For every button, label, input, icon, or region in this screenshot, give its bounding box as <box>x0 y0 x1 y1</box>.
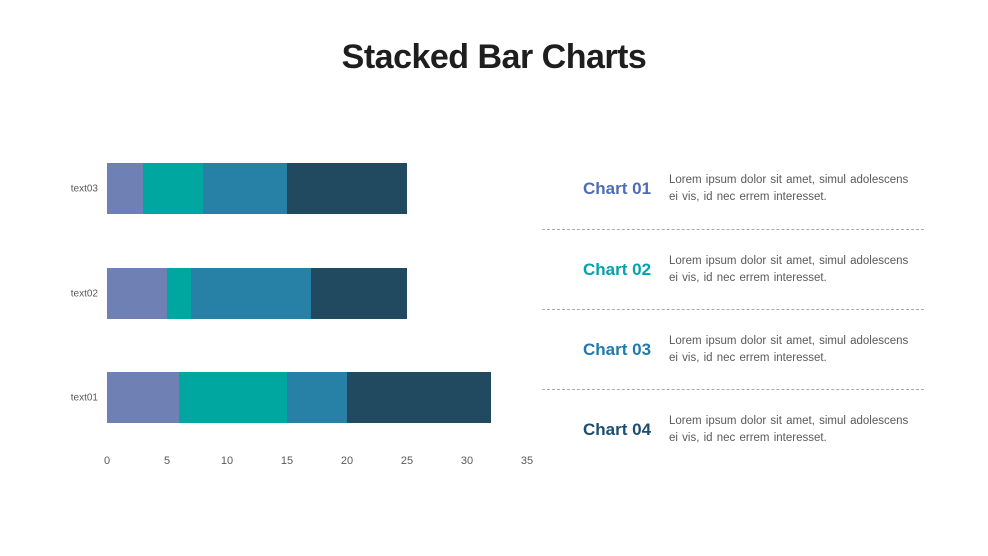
category-label-text02: text02 <box>70 288 98 299</box>
x-axis-tick-5: 5 <box>163 455 171 467</box>
bar-segment-text01-chart-03 <box>287 372 347 423</box>
bar-segments-text01 <box>107 372 491 423</box>
slide-title: Stacked Bar Charts <box>341 38 647 76</box>
x-axis-tick-25: 25 <box>400 455 414 467</box>
bar-segment-text02-chart-03 <box>191 268 311 319</box>
stacked-bar-chart: text01 text02 text03 0 5 10 15 20 25 30 35 <box>60 150 550 485</box>
legend-item-4: Chart 04 Lorem ipsum dolor sit amet, simu… <box>542 389 924 469</box>
legend-item-title-2: Chart 02 <box>583 259 652 279</box>
bar-segment-text03-chart-03 <box>203 163 287 214</box>
bar-row-text01: text01 <box>60 372 550 423</box>
bar-segment-text03-chart-02 <box>143 163 203 214</box>
legend-item-description-4: Lorem ipsum dolor sit amet, simul adoles… <box>669 414 909 444</box>
bar-row-text03: text03 <box>60 163 550 214</box>
x-axis-tick-20: 20 <box>340 455 354 467</box>
category-label-text03: text03 <box>70 183 98 194</box>
bar-segment-text01-chart-01 <box>107 372 179 423</box>
legend-item-3: Chart 03 Lorem ipsum dolor sit amet, simu… <box>542 309 924 389</box>
bar-segment-text03-chart-01 <box>107 163 143 214</box>
bar-row-text02: text02 <box>60 268 550 319</box>
legend-item-description-1: Lorem ipsum dolor sit amet, simul adoles… <box>669 174 909 203</box>
x-axis-tick-0: 0 <box>103 455 111 467</box>
bar-segments-text03 <box>107 163 407 214</box>
x-axis-tick-35: 35 <box>520 455 534 467</box>
bar-segment-text01-chart-02 <box>179 372 287 423</box>
legend-panel: Chart 01 Lorem ipsum dolor sit amet, simu… <box>542 149 924 469</box>
legend-item-description-3: Lorem ipsum dolor sit amet, simul adoles… <box>669 334 909 364</box>
bar-segment-text02-chart-01 <box>107 268 167 319</box>
bar-segment-text01-chart-04 <box>347 372 491 423</box>
legend-item-description-2: Lorem ipsum dolor sit amet, simul adoles… <box>669 254 909 284</box>
bar-segments-text02 <box>107 268 407 319</box>
bar-segment-text03-chart-04 <box>287 163 407 214</box>
legend-item-title-1: Chart 01 <box>583 179 652 198</box>
legend-item-title-4: Chart 04 <box>583 419 652 439</box>
legend-item-2: Chart 02 Lorem ipsum dolor sit amet, simu… <box>542 229 924 309</box>
legend-item-1: Chart 01 Lorem ipsum dolor sit amet, simu… <box>542 149 924 229</box>
category-label-text01: text01 <box>70 392 98 403</box>
bar-segment-text02-chart-02 <box>167 268 191 319</box>
x-axis-tick-15: 15 <box>280 455 294 467</box>
bar-segment-text02-chart-04 <box>311 268 407 319</box>
x-axis-tick-30: 30 <box>460 455 474 467</box>
x-axis-tick-10: 10 <box>220 455 234 467</box>
legend-item-title-3: Chart 03 <box>583 339 652 359</box>
